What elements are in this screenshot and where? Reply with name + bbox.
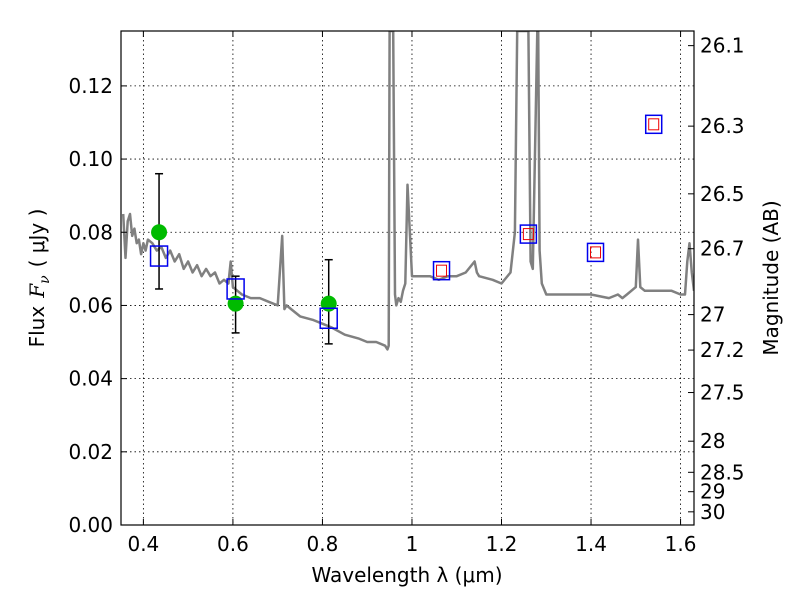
x-axis-label: Wavelength λ (μm) (311, 563, 502, 587)
model-square (226, 278, 245, 300)
observed-point (227, 295, 244, 312)
observed-point (320, 295, 337, 312)
y-axis-label: Flux Fν ( μJy ) (25, 209, 53, 348)
magnitude-tick-label: 26.7 (700, 237, 745, 261)
model-inner-square (436, 264, 448, 277)
y-tick-label: 0.02 (68, 440, 113, 464)
x-tick-label: 1 (406, 532, 419, 556)
y-axis-label-suffix: ( μJy ) (25, 209, 49, 268)
model-inner-square (522, 228, 534, 241)
model-square (319, 307, 338, 330)
magnitude-tick-label: 28 (700, 429, 725, 453)
plot-area (121, 31, 694, 351)
x-tick-label: 1.2 (486, 532, 518, 556)
y-axis-label-subscript: ν (37, 275, 53, 284)
model-square (149, 245, 169, 267)
magnitude-tick-label: 29 (700, 480, 725, 504)
model-inner-square (590, 246, 602, 259)
y-tick-label: 0.04 (68, 367, 113, 391)
x-tick-label: 0.4 (127, 532, 159, 556)
data-markers (149, 114, 663, 345)
x-tick-label: 1.6 (665, 532, 697, 556)
model-square (644, 114, 663, 135)
y-tick-label: 0.10 (68, 147, 113, 171)
plot-frame (120, 30, 695, 526)
y-axis-label-prefix: Flux (25, 306, 49, 348)
y-tick-label: 0.12 (68, 74, 113, 98)
spectrum-line (121, 31, 694, 351)
x-tick-label: 0.6 (217, 532, 249, 556)
model-inner-square (648, 118, 660, 131)
magnitude-tick-label: 30 (700, 500, 725, 524)
model-square (432, 260, 451, 281)
magnitude-tick-label: 27.2 (700, 338, 745, 362)
magnitude-tick-label: 26.5 (700, 182, 745, 206)
magnitude-tick-label: 28.5 (700, 460, 745, 484)
axes: 0.4 0.6 0.8 1 1.2 1.4 1.6 0.00 0.02 0.04 0.06 0.08 0… (68, 31, 745, 556)
magnitude-tick-label: 26.1 (700, 34, 745, 58)
magnitude-tick-label: 27 (700, 303, 725, 327)
observed-point (151, 224, 168, 241)
magnitude-axis-label: Magnitude (AB) (759, 200, 783, 355)
x-tick-label: 1.4 (575, 532, 607, 556)
model-square (519, 224, 538, 244)
y-tick-label: 0.08 (68, 220, 113, 244)
x-tick-label: 0.8 (307, 532, 339, 556)
magnitude-tick-label: 27.5 (700, 381, 745, 405)
model-square (586, 242, 605, 263)
magnitude-tick-label: 26.3 (700, 114, 745, 138)
y-tick-label: 0.00 (68, 513, 113, 537)
y-tick-label: 0.06 (68, 293, 113, 317)
y-axis-label-symbol: F (25, 283, 49, 299)
